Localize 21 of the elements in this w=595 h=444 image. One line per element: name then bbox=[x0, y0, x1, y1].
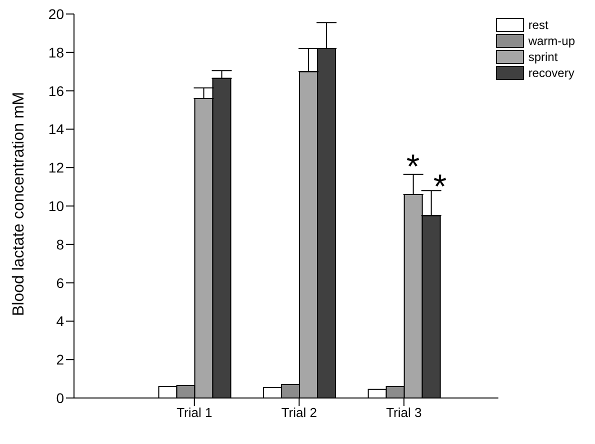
y-tick-label: 14 bbox=[48, 121, 64, 138]
x-tick-label: Trial 3 bbox=[386, 405, 422, 420]
legend-label: recovery bbox=[528, 66, 574, 80]
y-tick-label: 8 bbox=[56, 236, 64, 252]
annotation: * bbox=[433, 168, 447, 206]
x-tick-label: Trial 1 bbox=[176, 405, 212, 420]
y-tick-label: 6 bbox=[56, 274, 64, 291]
legend-label: rest bbox=[528, 18, 548, 32]
y-tick-label: 16 bbox=[48, 82, 64, 99]
annotation: * bbox=[406, 148, 420, 186]
y-tick-label: 10 bbox=[48, 198, 64, 214]
y-tick-label: 2 bbox=[56, 352, 64, 368]
y-tick-label: 0 bbox=[56, 390, 64, 406]
legend-label: sprint bbox=[528, 50, 558, 64]
y-axis-title: Blood lactate concentration mM bbox=[10, 92, 28, 316]
y-tick-label: 20 bbox=[48, 6, 64, 22]
y-tick-label: 12 bbox=[48, 160, 64, 176]
legend-label: warm-up bbox=[528, 34, 575, 48]
y-tick-label: 4 bbox=[56, 313, 64, 330]
y-tick-label: 18 bbox=[48, 44, 64, 60]
x-tick-label: Trial 2 bbox=[281, 405, 317, 420]
